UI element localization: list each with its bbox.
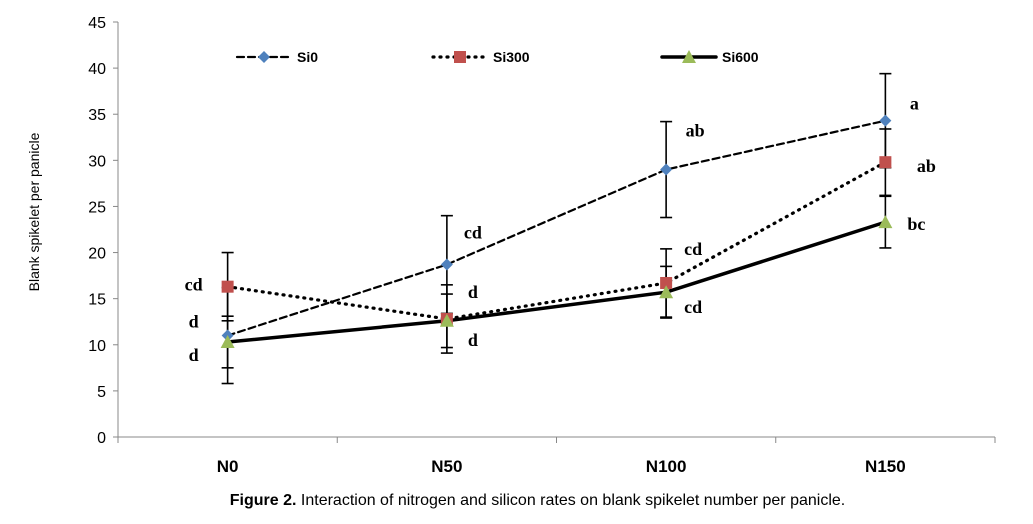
significance-letter: bc [907, 214, 925, 234]
y-tick-label: 30 [88, 153, 106, 170]
data-point-si300 [221, 280, 234, 293]
caption-label: Figure 2. [229, 492, 297, 509]
y-tick-label: 25 [88, 199, 106, 216]
series-line-si300 [226, 160, 887, 321]
y-tick-label: 20 [88, 246, 106, 263]
data-point-si0 [879, 114, 892, 127]
data-point-si300 [879, 156, 892, 169]
y-tick-label: 10 [88, 338, 106, 355]
data-point-si600 [659, 285, 674, 299]
y-tick-label: 5 [97, 384, 106, 401]
significance-letter: ab [917, 156, 936, 176]
significance-letter: ab [686, 121, 705, 141]
x-tick-label: N0 [217, 457, 239, 476]
x-tick-label: N100 [646, 457, 687, 476]
significance-letter: d [468, 282, 478, 302]
data-point-si600 [439, 313, 454, 327]
data-point-si600 [220, 335, 235, 349]
legend-marker-si600 [682, 50, 696, 63]
x-tick-label: N150 [865, 457, 906, 476]
significance-letter: d [468, 330, 478, 350]
data-point-si0 [660, 163, 673, 176]
y-tick-label: 40 [88, 61, 106, 78]
significance-letter: d [189, 345, 199, 365]
significance-letter: d [189, 312, 199, 332]
legend-label: Si0 [297, 49, 318, 65]
legend-label: Si300 [493, 49, 530, 65]
legend-label: Si600 [722, 49, 759, 65]
series-line-si600 [225, 220, 888, 344]
significance-letter: a [910, 94, 919, 114]
significance-letter: cd [684, 239, 702, 259]
y-axis-title: Blank spikelet per panicle [26, 132, 42, 291]
y-tick-label: 0 [97, 430, 106, 447]
figure-caption: Figure 2. Interaction of nitrogen and si… [0, 492, 1033, 510]
y-tick-label: 45 [88, 15, 106, 32]
y-tick-label: 15 [88, 292, 106, 309]
data-point-si600 [878, 215, 893, 229]
legend-marker-si300 [454, 51, 466, 63]
data-point-si300 [660, 276, 673, 289]
significance-letter: cd [464, 223, 482, 243]
caption-text: Interaction of nitrogen and silicon rate… [296, 492, 846, 509]
y-tick-label: 35 [88, 107, 106, 124]
legend-marker-si0 [258, 51, 270, 63]
line-chart: 0 5 10 15 20 25 30 35 40 45 N0 N50 N100 N150 Blank spi… [26, 15, 996, 476]
x-tick-label: N50 [431, 457, 462, 476]
series-line-si0 [226, 119, 887, 337]
significance-letter: cd [684, 297, 702, 317]
significance-letter: cd [185, 275, 203, 295]
data-point-si0 [440, 258, 453, 271]
